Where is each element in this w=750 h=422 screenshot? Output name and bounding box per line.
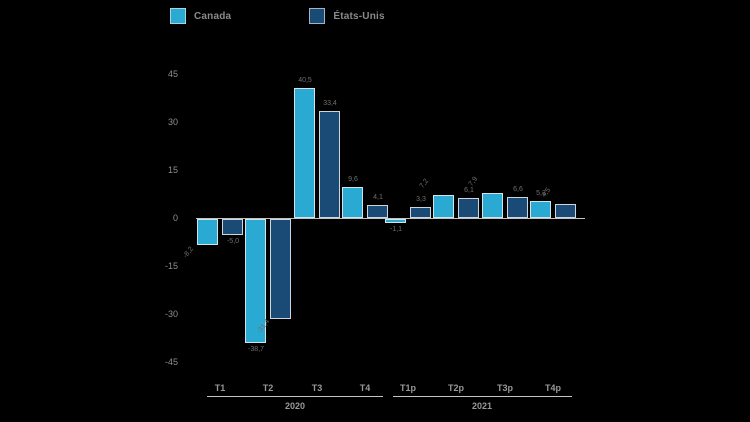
bar-canada-T2p [433,195,454,218]
bar-etats-unis-T2p [458,198,479,218]
y-axis-tick: 0 [172,213,178,223]
x-axis-tick-T4: T4 [359,383,371,393]
bar-value-label: 6,1 [464,187,474,194]
bar-value-label: 6,6 [513,186,523,193]
bar-value-label: -38,7 [248,346,264,353]
x-axis-tick-T1p: T1p [399,383,416,393]
y-axis-tick: -30 [164,309,178,319]
legend-swatch-canada [170,8,186,24]
axis-group-rule [207,396,383,397]
bar-value-label: 4,1 [373,194,383,201]
bar-value-label: 5,3 [536,190,546,197]
legend: Canada États-Unis [170,8,385,24]
group-year-label: 2021 [471,401,493,411]
x-axis-tick-T4p: T4p [544,383,561,393]
bar-etats-unis-T1p [410,207,431,218]
x-axis-tick-T3: T3 [311,383,323,393]
bar-value-label: -8,2 [182,245,196,260]
zero-baseline [196,218,585,219]
x-axis-tick-T3p: T3p [496,383,513,393]
bar-etats-unis-T3p [507,197,528,218]
bar-value-label: 9,6 [348,176,358,183]
bar-etats-unis-T4 [367,205,388,218]
bar-value-label: 7,2 [418,177,431,190]
bar-canada-T3p [482,193,503,218]
x-axis-tick-T1: T1 [214,383,226,393]
x-axis-tick-T2: T2 [262,383,274,393]
legend-label-canada: Canada [194,10,232,22]
bar-etats-unis-T3 [319,111,340,218]
bar-value-label: 3,3 [416,196,426,203]
bar-etats-unis-T2 [270,219,291,319]
legend-swatch-etats-unis [309,8,326,24]
y-axis-tick: 15 [167,165,178,175]
bar-etats-unis-T1 [222,219,243,235]
bar-value-label: 33,4 [323,100,337,107]
bar-canada-T3 [294,88,315,218]
bar-etats-unis-T4p [555,204,576,218]
axis-group-rule [393,396,572,397]
bar-canada-T4 [342,187,363,218]
y-axis-tick: -45 [164,357,178,367]
bar-canada-T4p [530,201,551,218]
group-year-label: 2020 [284,401,306,411]
bar-canada-T2 [245,219,266,343]
y-axis-tick: 30 [167,117,178,127]
bar-canada-T1p [385,219,406,223]
legend-label-etats-unis: États-Unis [333,10,385,22]
y-axis-tick: 45 [167,69,178,79]
bar-value-label: -1,1 [389,226,403,233]
bar-canada-T1 [197,219,218,245]
y-axis-tick: -15 [164,261,178,271]
x-axis-tick-T2p: T2p [447,383,464,393]
bar-value-label: -5,0 [226,238,240,245]
bar-value-label: 40,5 [298,77,312,84]
